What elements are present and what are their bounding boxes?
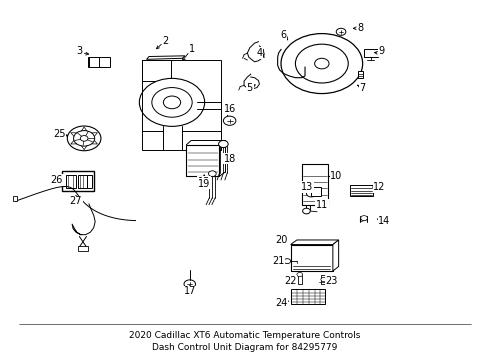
Text: 25: 25 [53, 129, 65, 139]
Bar [291, 244, 333, 271]
Text: 12: 12 [373, 182, 386, 192]
Text: 15: 15 [198, 177, 210, 187]
Bar [78, 175, 87, 189]
Bar [88, 175, 92, 189]
Text: 20: 20 [275, 235, 288, 245]
Text: 1: 1 [189, 45, 195, 54]
Bar [78, 246, 89, 251]
Text: 24: 24 [275, 298, 288, 309]
Text: 23: 23 [325, 275, 338, 285]
Bar [88, 57, 110, 67]
Bar [291, 289, 325, 304]
Text: 8: 8 [357, 23, 363, 33]
Circle shape [284, 259, 291, 264]
Circle shape [80, 136, 88, 141]
Bar [350, 185, 373, 196]
Circle shape [303, 208, 310, 214]
Text: 18: 18 [223, 154, 236, 164]
Text: 9: 9 [379, 46, 385, 56]
Text: 4: 4 [256, 48, 263, 58]
Bar [358, 71, 363, 78]
Circle shape [321, 277, 327, 282]
Text: 21: 21 [272, 256, 285, 266]
Text: 3: 3 [76, 46, 82, 56]
Bar [13, 195, 17, 201]
Circle shape [184, 280, 196, 288]
Text: 7: 7 [360, 83, 366, 93]
Bar [364, 49, 377, 57]
Circle shape [336, 28, 346, 35]
Polygon shape [333, 240, 339, 271]
Circle shape [67, 126, 101, 151]
Circle shape [315, 58, 329, 69]
Circle shape [163, 96, 181, 109]
Circle shape [295, 44, 348, 83]
Circle shape [297, 273, 303, 277]
Bar [302, 164, 328, 205]
Bar [311, 187, 321, 196]
Text: 2: 2 [163, 36, 169, 46]
Circle shape [139, 78, 205, 126]
Circle shape [223, 116, 236, 125]
Bar [142, 60, 171, 81]
Bar [298, 275, 302, 284]
Bar [321, 275, 327, 284]
Text: 2020 Cadillac XT6 Automatic Temperature Controls: 2020 Cadillac XT6 Automatic Temperature … [129, 331, 361, 340]
Text: 22: 22 [284, 275, 296, 285]
Bar [62, 171, 94, 190]
Text: 16: 16 [223, 104, 236, 114]
Bar [66, 175, 76, 189]
Text: 26: 26 [50, 175, 63, 185]
Circle shape [209, 171, 216, 176]
Circle shape [281, 33, 363, 94]
Text: 19: 19 [198, 179, 210, 189]
Circle shape [306, 190, 316, 197]
Bar [186, 145, 219, 176]
Bar [142, 60, 221, 150]
Polygon shape [291, 240, 339, 244]
Circle shape [219, 140, 228, 148]
Text: 10: 10 [330, 171, 343, 181]
Polygon shape [147, 56, 185, 59]
Text: 5: 5 [246, 83, 253, 93]
Text: 6: 6 [280, 30, 287, 40]
Text: 11: 11 [316, 200, 328, 210]
Text: 17: 17 [184, 286, 196, 296]
Circle shape [74, 131, 95, 146]
Text: 27: 27 [70, 196, 82, 206]
Circle shape [152, 87, 192, 117]
Text: 14: 14 [378, 216, 391, 226]
Text: 13: 13 [301, 182, 314, 192]
Circle shape [361, 216, 368, 221]
Text: Dash Control Unit Diagram for 84295779: Dash Control Unit Diagram for 84295779 [152, 343, 338, 352]
